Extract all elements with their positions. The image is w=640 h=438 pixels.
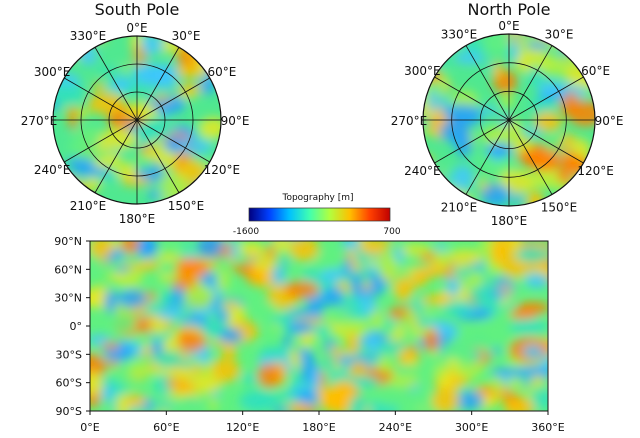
north-pole-lon-label: 270°E — [391, 114, 428, 128]
meridian-line — [434, 76, 510, 121]
lat-tick-label: 90°S — [56, 405, 82, 418]
meridian-line — [434, 119, 510, 164]
south-pole-lon-label: 210°E — [70, 199, 107, 213]
colorbar-max-label: 700 — [383, 227, 400, 237]
meridian-line — [64, 77, 138, 121]
south-pole-lon-label: 150°E — [168, 199, 205, 213]
meridian-line — [508, 119, 584, 164]
north-pole-lon-label: 0°E — [498, 19, 519, 33]
north-pole-lon-label: 240°E — [404, 164, 441, 178]
meridian-line — [465, 119, 510, 195]
south-pole-lon-label: 270°E — [21, 114, 58, 128]
meridian-line — [508, 76, 584, 121]
lon-tick-label: 180°E — [302, 421, 335, 434]
colorbar: Topography [m] -1600 700 — [233, 193, 401, 237]
meridian-line — [136, 47, 180, 121]
meridian-line — [136, 119, 210, 163]
meridian-line — [508, 45, 553, 121]
north-pole-lon-label: 300°E — [404, 64, 441, 78]
meridian-line — [94, 119, 138, 193]
lat-tick-label: 90°N — [54, 235, 82, 248]
polar-boundary — [422, 33, 596, 207]
north-pole-lon-label: 30°E — [545, 27, 574, 41]
meridian-line — [508, 119, 553, 195]
south-pole-lon-label: 0°E — [126, 21, 147, 35]
south-pole-lon-label: 30°E — [172, 29, 201, 43]
south-pole-lon-label: 90°E — [221, 114, 250, 128]
south-pole-map: 0°E 30°E 60°E 90°E 120°E 150°E 180°E 210°E 240°E… — [21, 21, 250, 226]
lat-tick-label: 0° — [70, 320, 83, 333]
south-pole-lon-label: 240°E — [34, 163, 71, 177]
south-pole-lon-label: 180°E — [119, 212, 156, 226]
north-pole-lon-label: 180°E — [491, 214, 528, 228]
lon-tick-label: 60°E — [153, 421, 179, 434]
lon-tick-label: 240°E — [379, 421, 412, 434]
north-pole-lon-label: 60°E — [581, 64, 610, 78]
north-pole-lon-label: 210°E — [441, 201, 478, 215]
colorbar-gradient — [248, 207, 391, 222]
north-pole-lon-label: 330°E — [441, 27, 478, 41]
meridian-line — [465, 45, 510, 121]
south-pole-lon-label: 120°E — [204, 163, 241, 177]
north-pole-lon-label: 120°E — [577, 164, 614, 178]
meridian-line — [94, 47, 138, 121]
colorbar-min-label: -1600 — [233, 227, 259, 237]
north-pole-lon-label: 150°E — [541, 201, 578, 215]
lat-tick-label: 30°S — [56, 348, 82, 361]
lat-tick-label: 60°N — [54, 263, 82, 276]
meridian-line — [64, 119, 138, 163]
lon-tick-label: 0°E — [80, 421, 99, 434]
south-pole-title: South Pole — [95, 0, 180, 19]
south-pole-lon-label: 330°E — [70, 29, 107, 43]
lon-tick-label: 360°E — [531, 421, 564, 434]
north-pole-map: 0°E 30°E 60°E 90°E 120°E 150°E 180°E 210°E 240°E… — [391, 19, 624, 228]
south-pole-lon-label: 300°E — [34, 65, 71, 79]
lat-tick-label: 60°S — [56, 377, 82, 390]
north-pole-lon-label: 90°E — [595, 114, 624, 128]
colorbar-label: Topography [m] — [281, 193, 353, 203]
polar-boundary — [52, 35, 222, 205]
lon-tick-label: 300°E — [455, 421, 488, 434]
global-topography-map: 90°N 60°N 30°N 0° 30°S 60°S 90°S 0°E 60°E 120°E 18… — [54, 235, 565, 434]
meridian-line — [136, 119, 180, 193]
north-pole-title: North Pole — [468, 0, 551, 19]
lon-tick-label: 120°E — [226, 421, 259, 434]
lat-tick-label: 30°N — [54, 292, 82, 305]
south-pole-lon-label: 60°E — [207, 65, 236, 79]
meridian-line — [136, 77, 210, 121]
